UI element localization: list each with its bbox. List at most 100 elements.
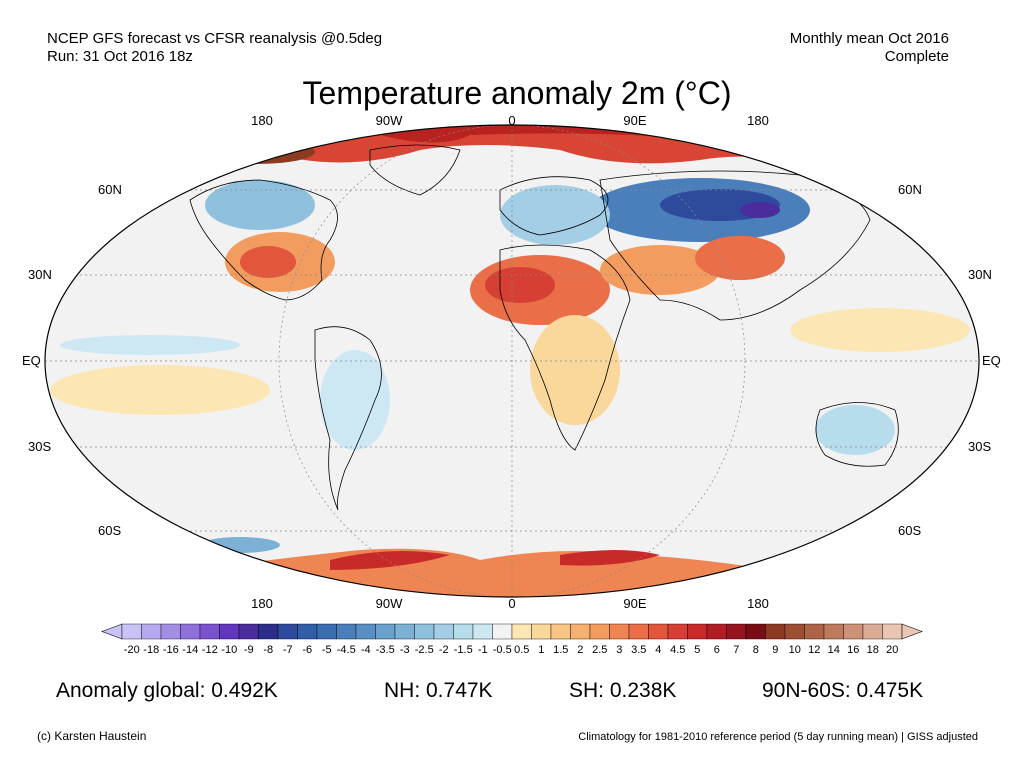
lon-label-top: 180 — [747, 113, 769, 128]
europe-cool — [500, 185, 610, 245]
colorbar-tick-label: -4 — [360, 644, 371, 656]
pacific-warm-band — [790, 308, 970, 352]
anomaly-stats: Anomaly global: 0.492K NH: 0.747K SH: 0.… — [0, 679, 1024, 705]
colorbar-swatch — [199, 623, 220, 640]
copyright: (c) Karsten Haustein — [37, 729, 147, 743]
colorbar-tick-label: 3 — [616, 644, 623, 656]
colorbar-swatch — [648, 623, 669, 640]
south-america-cool — [320, 350, 390, 450]
colorbar-swatch — [706, 623, 727, 640]
colorbar-swatch — [180, 623, 201, 640]
colorbar-tick-label: 0.5 — [514, 644, 530, 656]
colorbar-tick-label: 18 — [866, 644, 879, 656]
antarctic-strong-warm-east — [560, 550, 660, 566]
colorbar-swatch — [258, 623, 279, 640]
greenland-coast — [369, 144, 461, 196]
colorbar-arrow-left — [101, 623, 123, 640]
lon-label-top: 0 — [508, 113, 515, 128]
header-right: Monthly mean Oct 2016 Complete — [790, 30, 949, 66]
header-left: NCEP GFS forecast vs CFSR reanalysis @0.… — [47, 30, 382, 66]
lat-label-right: EQ — [982, 353, 1001, 368]
australia-cool — [815, 405, 895, 455]
global-anomaly: Anomaly global: 0.492K — [56, 679, 278, 702]
colorbar-swatch — [628, 623, 649, 640]
lon-label-bottom: 90W — [376, 596, 403, 611]
colorbar-tick-label: -0.5 — [492, 644, 512, 656]
colorbar-tick-label: 16 — [847, 644, 860, 656]
colorbar-swatch — [531, 623, 552, 640]
colorbar-tick-label: 14 — [827, 644, 840, 656]
usa-strong-warm — [240, 246, 296, 278]
colorbar-tick-label: 8 — [752, 644, 759, 656]
antarctic-warm — [120, 548, 940, 597]
colorbar-tick-label: 3.5 — [631, 644, 647, 656]
colorbar-tick-label: -12 — [201, 644, 218, 656]
colorbar-swatch — [472, 623, 493, 640]
map-title: Temperature anomaly 2m (°C) — [302, 75, 732, 111]
middle-east-warm — [600, 245, 720, 295]
colorbar-swatch — [511, 623, 532, 640]
south-america-coast — [314, 326, 382, 511]
colorbar-tick-label: -10 — [221, 644, 238, 656]
colorbar-swatch — [277, 623, 298, 640]
period-label: Monthly mean Oct 2016 — [789, 30, 949, 47]
colorbar-swatch — [882, 623, 903, 640]
equatorial-pacific-cool — [60, 335, 240, 355]
colorbar — [101, 623, 923, 640]
colorbar-tick-label: -9 — [243, 644, 254, 656]
climatology-note: Climatology for 1981-2010 reference peri… — [578, 731, 978, 743]
colorbar-swatch — [726, 623, 747, 640]
siberia-extreme-cold — [740, 202, 780, 218]
colorbar-ticks: -20 -18 -16 -14 -12 -10 -9 -8 -7 -6 -5 -4.5 -4 -3.5 -3… — [0, 644, 1024, 660]
colorbar-tick-label: 9 — [772, 644, 779, 656]
colorbar-swatch — [570, 623, 591, 640]
colorbar-tick-label: -8 — [263, 644, 274, 656]
antarctic-strong-warm-west — [330, 551, 450, 570]
colorbar-swatch — [687, 623, 708, 640]
colorbar-swatch — [765, 623, 786, 640]
colorbar-swatch — [160, 623, 181, 640]
colorbar-swatch — [394, 623, 415, 640]
colorbar-swatch — [121, 623, 142, 640]
colorbar-tick-label: -18 — [143, 644, 160, 656]
north-america-coast — [189, 179, 338, 301]
colorbar-swatch — [823, 623, 844, 640]
graticule-90 — [278, 125, 746, 597]
colorbar-tick-label: -14 — [182, 644, 199, 656]
colorbar-swatch — [745, 623, 766, 640]
globe-outline — [44, 124, 980, 598]
colorbar-tick-label: 12 — [808, 644, 821, 656]
colorbar-tick-label: -2.5 — [414, 644, 434, 656]
lon-label-top: 180 — [251, 113, 273, 128]
colorbar-swatch — [667, 623, 688, 640]
colorbar-arrow-right — [901, 623, 923, 640]
lon-label-top: 90E — [623, 113, 646, 128]
lat-label-left: 30S — [28, 439, 51, 454]
colorbar-swatch — [804, 623, 825, 640]
colorbar-tick-label: 1 — [538, 644, 545, 656]
colorbar-tick-label: 20 — [886, 644, 899, 656]
colorbar-swatch — [453, 623, 474, 640]
model-description: NCEP GFS forecast vs CFSR reanalysis @0.… — [47, 30, 383, 47]
colorbar-tick-label: -7 — [282, 644, 293, 656]
colorbar-tick-label: 4 — [655, 644, 662, 656]
colorbar-tick-label: -5 — [321, 644, 332, 656]
colorbar-tick-label: 4.5 — [670, 644, 686, 656]
colorbar-swatch — [219, 623, 240, 640]
run-time: Run: 31 Oct 2016 18z — [47, 48, 193, 65]
lon-label-bottom: 0 — [508, 596, 515, 611]
colorbar-swatch — [433, 623, 454, 640]
lat-label-right: 60S — [898, 523, 921, 538]
lon-label-bottom: 180 — [251, 596, 273, 611]
colorbar-tick-label: 5 — [694, 644, 701, 656]
colorbar-swatch — [316, 623, 337, 640]
lat-label-right: 30N — [968, 267, 992, 282]
canada-cool — [205, 180, 315, 230]
colorbar-tick-label: 6 — [713, 644, 720, 656]
africa-coast — [499, 244, 631, 451]
lat-label-left: 60N — [98, 182, 122, 197]
colorbar-tick-label: -16 — [162, 644, 179, 656]
colorbar-tick-label: -1 — [477, 644, 488, 656]
colorbar-swatch — [784, 623, 805, 640]
